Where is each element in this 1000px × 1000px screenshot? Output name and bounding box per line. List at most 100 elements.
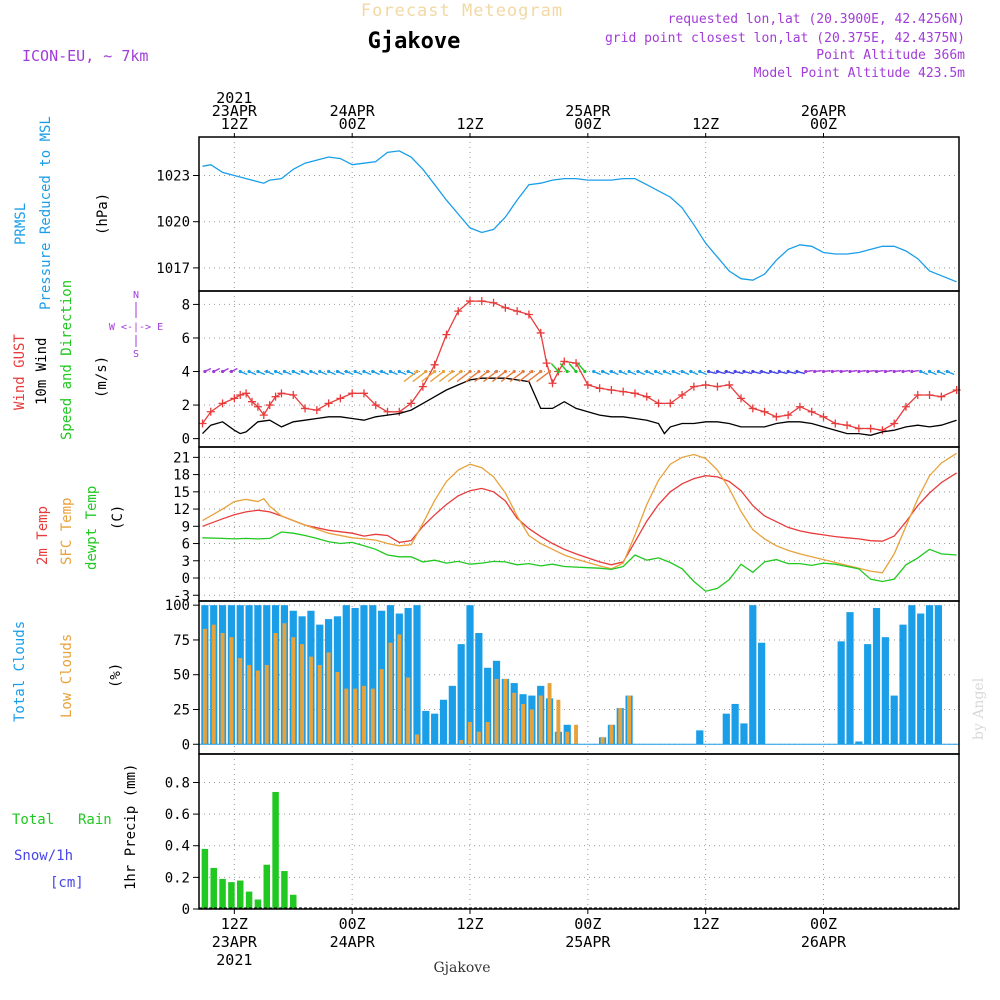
wind-arrow-head bbox=[892, 369, 896, 374]
low-cloud-bar bbox=[238, 658, 243, 745]
gust-marker bbox=[748, 404, 757, 413]
temp-panel-labels: 2m Temp SFC Temp dewpt Temp (C) bbox=[35, 486, 126, 570]
clouds-ytick-label: 100 bbox=[165, 598, 190, 614]
wind-ytick-label: 0 bbox=[182, 432, 190, 448]
wind-arrow-head bbox=[777, 369, 781, 374]
gust-marker bbox=[536, 328, 545, 337]
wind-arrow-head bbox=[512, 369, 516, 374]
rain-bar bbox=[236, 880, 244, 909]
wind-arrow-head bbox=[707, 369, 711, 374]
bottom-time-label: 12Z bbox=[692, 915, 719, 933]
gust-marker bbox=[890, 419, 899, 428]
pressure-reduced-label: Pressure Reduced to MSL bbox=[38, 116, 54, 310]
gust-marker bbox=[301, 404, 310, 413]
location-title: Gjakove bbox=[368, 29, 461, 54]
wind-arrow-head bbox=[839, 369, 843, 374]
wind-arrow-head bbox=[433, 369, 437, 374]
gust-marker bbox=[866, 424, 875, 433]
wind-arrow-head bbox=[256, 369, 260, 374]
snow-unit-label: [cm] bbox=[50, 875, 84, 891]
low-cloud-bar bbox=[247, 664, 252, 745]
clouds-ytick-label: 75 bbox=[173, 633, 190, 649]
pressure-ytick-label: 1017 bbox=[156, 261, 190, 277]
gust-marker bbox=[560, 357, 569, 366]
low-cloud-bar bbox=[264, 664, 269, 745]
pressure-unit-label: (hPa) bbox=[95, 193, 111, 235]
gust-marker bbox=[230, 394, 239, 403]
wind-arrow bbox=[577, 363, 586, 372]
gust-marker bbox=[236, 391, 245, 399]
low-cloud-bar bbox=[547, 683, 552, 745]
bottom-time-label: 25APR bbox=[565, 933, 611, 951]
gust-marker bbox=[524, 310, 533, 319]
temp-ytick-label: 9 bbox=[182, 519, 190, 535]
gust-marker bbox=[701, 380, 710, 389]
gust-marker bbox=[253, 402, 262, 411]
gust-marker bbox=[454, 307, 463, 316]
gust-marker bbox=[854, 424, 863, 433]
temp-ytick-label: 3 bbox=[182, 554, 190, 570]
gust-marker bbox=[265, 401, 274, 410]
wind-arrow-head bbox=[645, 369, 649, 374]
series-line bbox=[202, 150, 957, 283]
rain-bar bbox=[263, 864, 271, 909]
wind-arrow-head bbox=[494, 369, 499, 374]
rain-bar bbox=[210, 867, 217, 909]
precip-panel-labels: Total Rain Snow/1h [cm] 1hr Precip (mm) bbox=[12, 764, 139, 891]
rain-bar bbox=[228, 882, 235, 909]
gust-marker bbox=[819, 412, 828, 421]
low-cloud-bar bbox=[317, 664, 322, 745]
gust-marker bbox=[595, 384, 604, 393]
wind-arrow-head bbox=[344, 369, 348, 374]
gust-marker bbox=[242, 389, 251, 398]
wind-arrow bbox=[438, 370, 453, 383]
total-cloud-bar bbox=[342, 605, 350, 745]
low-cloud-bar bbox=[326, 652, 331, 745]
low-cloud-bar bbox=[512, 692, 517, 745]
total-cloud-bar bbox=[837, 641, 845, 745]
gust-marker bbox=[807, 407, 816, 416]
low-cloud-bar bbox=[361, 685, 366, 745]
wind-arrow-head bbox=[671, 369, 675, 374]
gust-marker bbox=[760, 407, 769, 416]
wind-ytick-label: 2 bbox=[182, 398, 190, 414]
wind-ytick-label: 6 bbox=[182, 331, 190, 347]
low-cloud-bar bbox=[627, 695, 632, 745]
wind-arrow-head bbox=[521, 369, 525, 374]
gust-marker bbox=[395, 407, 404, 416]
low-cloud-bar bbox=[618, 708, 623, 745]
wind-arrow-head bbox=[203, 369, 207, 374]
snow-label: Snow/1h bbox=[14, 848, 73, 864]
wind-arrow-head bbox=[450, 369, 454, 374]
low-cloud-bar bbox=[397, 634, 402, 745]
gust-marker bbox=[430, 360, 439, 369]
wind-arrow bbox=[536, 370, 550, 383]
top-time-label: 00Z bbox=[574, 115, 601, 133]
wind-arrow-head bbox=[786, 369, 790, 374]
wind-arrow bbox=[474, 370, 489, 383]
wind-speed-dir-label: Speed and Direction bbox=[59, 280, 75, 440]
grid-point-coords: grid point closest lon,lat (20.375E, 42.… bbox=[605, 31, 965, 46]
wind-arrow-head bbox=[724, 369, 728, 374]
clouds-ytick-label: 25 bbox=[173, 702, 190, 718]
total-cloud-bar bbox=[448, 685, 456, 745]
low-cloud-bar bbox=[202, 628, 207, 745]
temp-ytick-label: 15 bbox=[173, 485, 190, 501]
low-cloud-bar bbox=[229, 637, 234, 745]
gust-marker bbox=[371, 401, 380, 410]
wind-arrow-head bbox=[768, 369, 773, 374]
wind-arrow-head bbox=[751, 369, 755, 374]
low-clouds-label: Low Clouds bbox=[59, 634, 75, 718]
total-cloud-bar bbox=[484, 667, 492, 745]
plot-layer: 10171020102302468-3036912151821025507510… bbox=[156, 89, 961, 969]
wind-arrow-head bbox=[760, 369, 764, 374]
wind-arrow bbox=[447, 370, 462, 383]
total-cloud-bar bbox=[934, 605, 942, 745]
bottom-time-label: 26APR bbox=[801, 933, 847, 951]
wind-arrow-head bbox=[883, 369, 887, 374]
model-label: ICON-EU, ~ 7km bbox=[22, 47, 148, 65]
wind-arrow-head bbox=[318, 369, 322, 374]
gust-marker bbox=[198, 419, 207, 428]
total-cloud-bar bbox=[722, 713, 730, 745]
gust-marker bbox=[259, 411, 268, 420]
